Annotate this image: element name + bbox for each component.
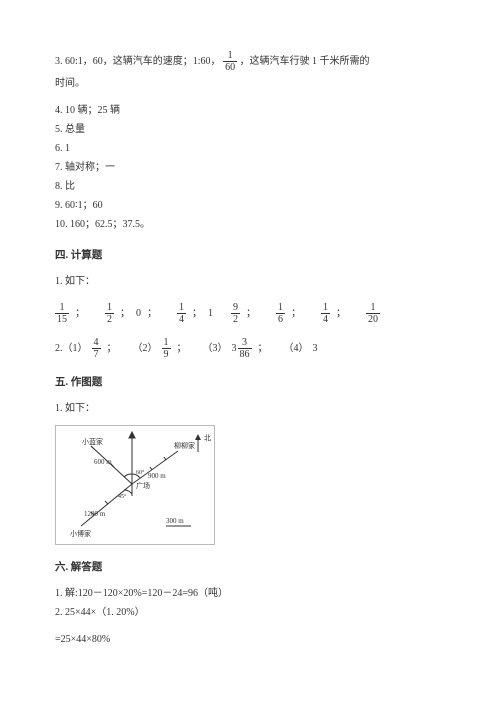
north-arrow-icon <box>129 432 135 438</box>
q3-frac: 1 60 <box>223 50 237 73</box>
frac-icon: 92 <box>231 302 240 325</box>
lbl-m3: 1200 m <box>84 510 106 518</box>
r1-6: 16； <box>276 302 303 325</box>
q3-frac-num: 1 <box>223 50 237 62</box>
section4-heading: 四. 计算题 <box>55 247 445 265</box>
frac-icon: 12 <box>105 302 114 325</box>
lbl-m1: 600 m <box>94 458 112 466</box>
r2-b: （2） 19 ； <box>133 337 189 360</box>
r2-c: （3） 3 386 ； <box>203 337 270 360</box>
q8: 8. 比 <box>55 178 445 195</box>
lbl-m2: 900 m <box>148 472 166 480</box>
lbl-north: 北 <box>204 434 211 442</box>
lbl-bottom: 小博家 <box>70 529 91 538</box>
diagram-svg: 小蓝家 600 m 900 m 北 柳柳家 广场 60° 45° 1200 m … <box>56 426 214 544</box>
frac-icon: 115 <box>55 302 69 325</box>
direction-diagram: 小蓝家 600 m 900 m 北 柳柳家 广场 60° 45° 1200 m … <box>55 425 215 545</box>
s6-l2: 2. 25×44×（1. 20%） <box>55 604 445 621</box>
q5: 5. 总量 <box>55 121 445 138</box>
section4-sub1: 1. 如下： <box>55 273 445 290</box>
frac-icon: 47 <box>92 337 101 360</box>
frac-icon: 120 <box>366 302 380 325</box>
q9: 9. 60∶1；60 <box>55 197 445 214</box>
s6-l3: =25×44×80% <box>55 631 445 648</box>
lbl-liu: 柳柳家 <box>174 441 195 450</box>
compass-arrow-icon <box>195 434 201 440</box>
q4: 4. 10 辆；25 辆 <box>55 102 445 119</box>
frac-icon: 14 <box>321 302 330 325</box>
r2-a: 2.（1） 47 ； <box>55 337 119 360</box>
r2-d: （4） 3 <box>284 340 318 357</box>
lbl-m4: 300 m <box>166 517 184 525</box>
lbl-a45: 45° <box>118 493 127 500</box>
r1-3: 14； 1 <box>177 302 213 325</box>
q3-line2: 时间。 <box>55 75 445 92</box>
q7: 7. 轴对称；一 <box>55 159 445 176</box>
q3-suffix: ，这辆汽车行驶 1 千米所需的 <box>240 56 370 67</box>
q6: 6. 1 <box>55 140 445 157</box>
calc-row-1: 115； 12； 0； 14； 1 92； 16； 14； 120 <box>55 302 445 325</box>
q3-frac-den: 60 <box>223 62 237 73</box>
lbl-center: 广场 <box>136 481 150 490</box>
section6-heading: 六. 解答题 <box>55 559 445 577</box>
frac-icon: 386 <box>238 337 252 360</box>
r1-8: 120 <box>366 302 380 325</box>
angle-nw <box>124 474 132 477</box>
r1-1: 12； 0； <box>105 302 159 325</box>
section5-heading: 五. 作图题 <box>55 374 445 392</box>
lbl-top1: 小蓝家 <box>82 437 103 446</box>
lbl-a60: 60° <box>136 469 145 476</box>
r1-0: 115； <box>55 302 87 325</box>
calc-row-2: 2.（1） 47 ； （2） 19 ； （3） 3 386 ； （4） 3 <box>55 337 445 360</box>
frac-icon: 19 <box>162 337 171 360</box>
q3-prefix: 3. 60:1，60，这辆汽车的速度；1:60， <box>55 56 221 67</box>
section5-sub1: 1. 如下： <box>55 400 445 417</box>
q10: 10. 160；62.5；37.5。 <box>55 216 445 233</box>
mixed-fraction: 3 386 <box>232 337 252 360</box>
s6-l1: 1. 解:120－120×20%=120－24=96（吨） <box>55 585 445 602</box>
q3-line1: 3. 60:1，60，这辆汽车的速度；1:60， 1 60 ，这辆汽车行驶 1 … <box>55 50 445 73</box>
r1-5: 92； <box>231 302 258 325</box>
frac-icon: 16 <box>276 302 285 325</box>
frac-icon: 14 <box>177 302 186 325</box>
r1-7: 14； <box>321 302 348 325</box>
